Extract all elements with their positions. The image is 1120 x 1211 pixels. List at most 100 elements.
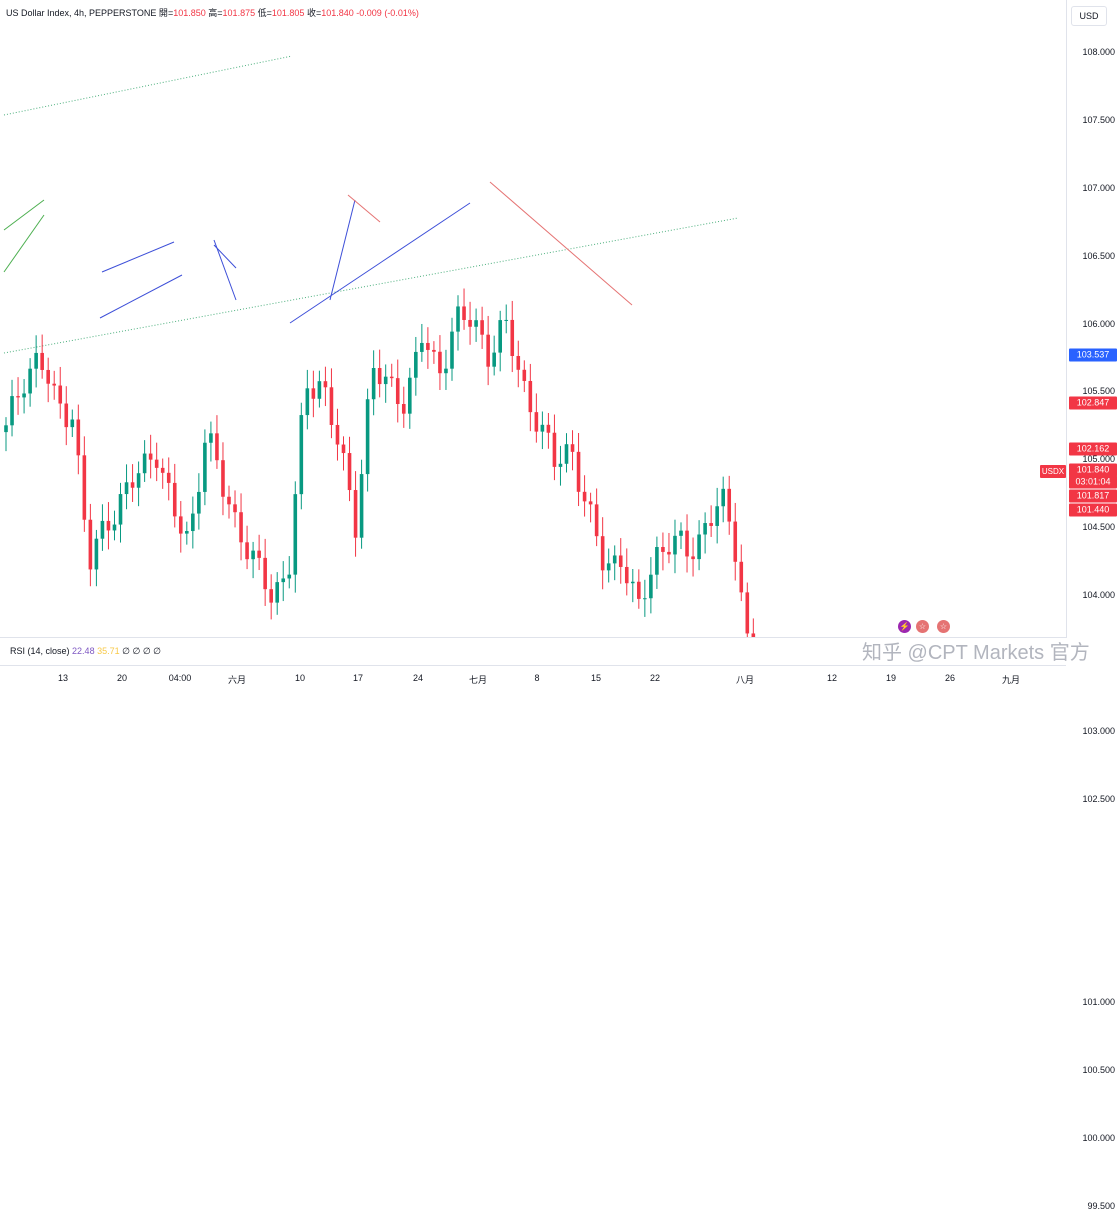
time-tick: 七月 <box>468 675 488 685</box>
price-label: 103.537 <box>1069 348 1117 362</box>
candle-body <box>600 536 605 571</box>
price-axis[interactable]: 108.000 107.500 107.000 106.500 106.000 105.5… <box>1066 0 1120 1211</box>
candle-body <box>106 520 111 531</box>
candle-body <box>426 342 430 350</box>
candle-body <box>311 388 316 399</box>
candle-body <box>359 474 364 538</box>
candle-body <box>341 444 346 454</box>
candle-body <box>203 442 207 492</box>
chart-pane[interactable]: US Dollar Index, 4h, PEPPERSTONE 開=101.8… <box>0 0 1066 638</box>
candle-body <box>588 501 593 505</box>
candle-body <box>721 488 725 507</box>
candle-body <box>58 385 63 404</box>
candle-body <box>112 524 117 531</box>
candle-body <box>727 488 732 522</box>
candle-body <box>76 419 81 456</box>
candle-body <box>172 482 177 517</box>
candle-body <box>317 381 322 399</box>
candle-body <box>22 393 26 398</box>
candle-body <box>82 455 87 520</box>
candle-body <box>492 352 496 367</box>
candle-body <box>40 352 44 370</box>
candle-body <box>606 563 611 571</box>
candle-body <box>233 504 237 513</box>
candle-body <box>522 369 527 381</box>
symbol-price-tag: USDX <box>1040 465 1066 478</box>
candle-body <box>643 598 647 600</box>
currency-button[interactable]: USD <box>1071 6 1107 26</box>
high-value: 101.875 <box>222 8 256 18</box>
change-value: -0.009 (-0.01%) <box>356 8 419 18</box>
candle-body <box>679 530 683 536</box>
candle-body <box>661 547 665 552</box>
candle-body <box>498 320 503 353</box>
candle-body <box>564 444 569 464</box>
price-tick: 104.000 <box>1082 590 1115 600</box>
close-value: 101.840 <box>321 8 354 18</box>
us-flag-icon[interactable]: ☆ <box>937 620 950 633</box>
low-label: 低 <box>257 8 267 18</box>
time-tick: 10 <box>294 673 306 683</box>
price-tick: 108.000 <box>1082 47 1115 57</box>
us-flag-icon[interactable]: ☆ <box>916 620 929 633</box>
candle-body <box>329 387 334 425</box>
candle-body <box>697 534 701 560</box>
price-tick: 106.500 <box>1082 250 1115 261</box>
candle-body <box>142 453 147 474</box>
drawn-trend-line <box>3 214 45 273</box>
price-tick: 107.500 <box>1082 114 1115 125</box>
candle-body <box>414 351 418 378</box>
candle-body <box>570 444 575 452</box>
candle-body <box>637 581 641 599</box>
candle-body <box>124 482 129 495</box>
time-tick: 26 <box>944 673 956 683</box>
time-tick: 19 <box>885 673 897 683</box>
candle-body <box>486 334 490 367</box>
candle-body <box>347 453 352 491</box>
rsi-pane[interactable]: RSI (14, close) 22.48 35.71 ∅ ∅ ∅ ∅ <box>0 639 1066 666</box>
drawn-trend-line <box>289 202 471 324</box>
candle-body <box>618 555 623 567</box>
drawn-trend-line <box>213 244 237 269</box>
drawn-trend-line <box>3 199 45 231</box>
candle-body <box>197 491 201 514</box>
candlestick-chart[interactable] <box>0 0 1066 638</box>
candle-body <box>594 504 599 537</box>
drawn-trend-line <box>329 199 356 301</box>
candle-body <box>389 376 394 379</box>
candle-body <box>468 319 472 327</box>
candle-body <box>52 383 57 386</box>
candle-body <box>287 574 292 579</box>
time-tick: 八月 <box>735 675 755 685</box>
candle-body <box>733 521 738 562</box>
candle-body <box>504 319 509 321</box>
candle-body <box>407 377 412 414</box>
candle-body <box>245 542 249 560</box>
drawn-trend-line <box>101 241 175 273</box>
candle-body <box>582 491 587 502</box>
candle-body <box>395 378 400 405</box>
price-label: 102.162 <box>1069 442 1117 456</box>
candle-body <box>377 368 382 385</box>
price-label: 101.840 <box>1069 463 1117 477</box>
candle-body <box>401 404 406 414</box>
time-tick: 九月 <box>1001 675 1021 685</box>
candle-body <box>552 432 557 467</box>
price-tick: 107.000 <box>1082 182 1115 193</box>
candle-body <box>420 342 424 352</box>
price-tick: 100.000 <box>1082 1133 1115 1143</box>
lightning-icon[interactable]: ⚡ <box>898 620 911 633</box>
candle-body <box>335 424 340 445</box>
time-axis[interactable]: 13 20 04:00 六月 10 17 24 七月 8 15 22 八月 12 19 26 九月 <box>0 667 1066 692</box>
price-label: 101.440 <box>1069 503 1117 517</box>
candle-body <box>323 381 328 388</box>
candle-body <box>257 550 261 558</box>
dotted-trend-line <box>3 217 739 354</box>
candle-body <box>281 578 286 583</box>
candle-body <box>474 320 478 327</box>
candle-body <box>34 352 38 369</box>
candle-body <box>612 555 617 564</box>
time-tick: 15 <box>590 673 602 683</box>
candle-body <box>383 376 388 385</box>
price-label: 03:01:04 <box>1069 475 1117 489</box>
